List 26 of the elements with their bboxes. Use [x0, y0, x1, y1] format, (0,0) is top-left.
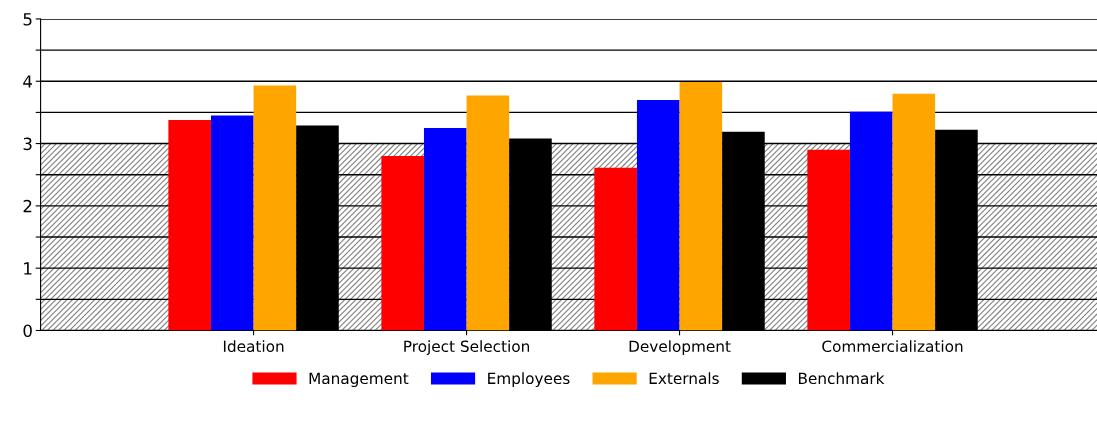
bar	[636, 99, 680, 331]
y-tick-label: 2	[23, 199, 32, 213]
bar	[849, 111, 893, 331]
bar	[807, 149, 850, 331]
bar	[423, 127, 467, 331]
bar	[466, 95, 510, 331]
legend-label: Benchmark	[798, 372, 885, 385]
bar	[594, 167, 637, 331]
bar	[168, 119, 211, 331]
bar	[892, 93, 936, 331]
legend-label: Employees	[488, 372, 570, 388]
y-tick-label: 4	[23, 75, 33, 88]
y-tick-label: 5	[23, 13, 32, 26]
y-tick-label: 0	[23, 324, 32, 338]
bar	[253, 85, 297, 331]
y-tick-label: 1	[24, 262, 32, 275]
legend-label: Management	[309, 372, 409, 388]
x-tick-label: Commercialization	[822, 340, 963, 353]
legend-label: Externals	[649, 372, 719, 385]
bar	[210, 115, 254, 331]
x-tick-label: Project Selection	[404, 340, 530, 355]
bar	[381, 156, 424, 331]
bar	[679, 81, 723, 331]
x-tick-label: Ideation	[223, 340, 284, 353]
y-tick-label: 3	[23, 137, 32, 151]
x-tick-label: Development	[629, 340, 731, 355]
